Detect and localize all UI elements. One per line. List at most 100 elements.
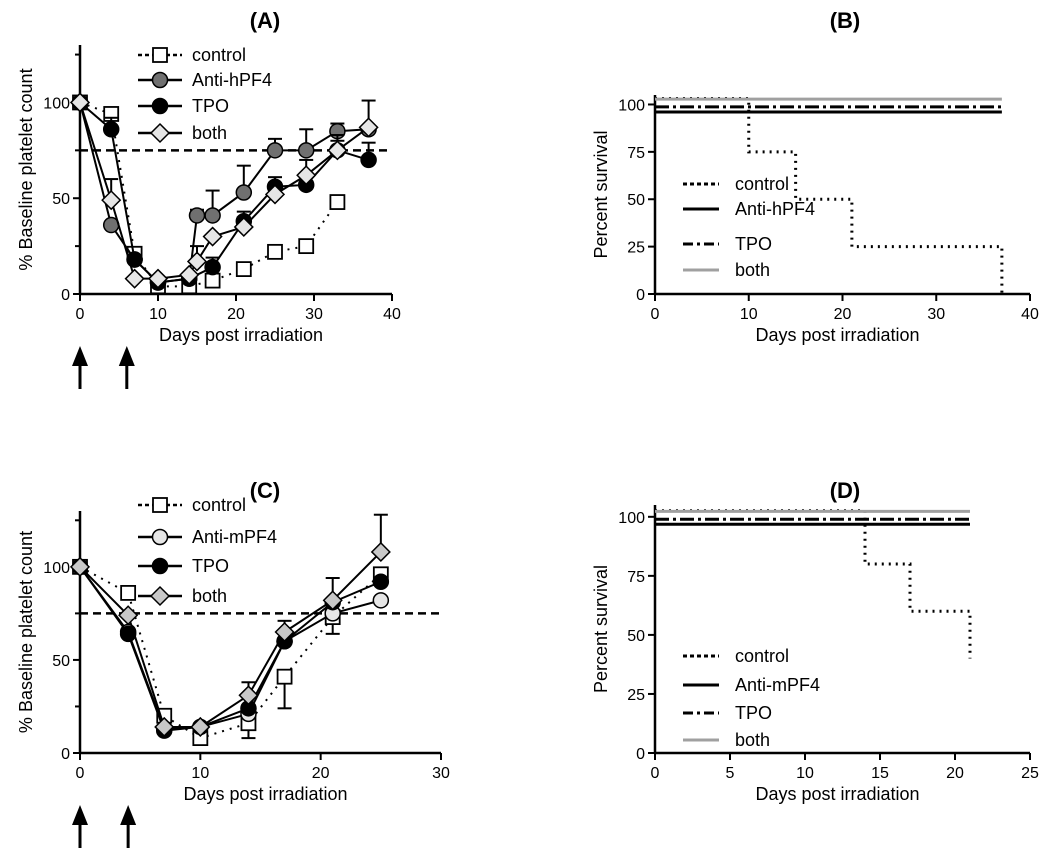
data-point-both [238, 685, 259, 706]
data-point-both [202, 226, 223, 247]
arrow-head-icon [72, 805, 88, 825]
legend-label: both [735, 260, 770, 280]
x-tick-label: 0 [76, 306, 85, 323]
data-point-both [190, 716, 211, 737]
survival-curve-control [655, 509, 972, 659]
x-tick-label: 10 [191, 765, 209, 782]
y-tick-label: 25 [627, 240, 645, 257]
y-tick-label: 0 [61, 746, 70, 763]
x-axis-label: Days post irradiation [755, 784, 919, 804]
data-point-both [327, 140, 348, 161]
x-axis-label: Days post irradiation [755, 325, 919, 345]
legend-label: TPO [192, 96, 229, 116]
data-point-control [204, 272, 221, 289]
legend-label: TPO [735, 234, 772, 254]
y-tick-label: 100 [618, 97, 645, 114]
x-tick-label: 30 [927, 306, 945, 323]
data-point-Anti-hPF4 [266, 142, 284, 159]
legend-label: Anti-hPF4 [735, 199, 815, 219]
data-point-control [276, 668, 293, 685]
y-tick-label: 25 [627, 687, 645, 704]
data-point-control [298, 238, 315, 255]
x-tick-label: 10 [740, 306, 758, 323]
data-point-TPO [204, 258, 221, 276]
series-line-TPO [79, 566, 382, 732]
data-point-TPO [102, 121, 120, 138]
y-tick-label: 50 [627, 628, 645, 645]
legend-label: Anti-mPF4 [192, 527, 277, 547]
y-tick-label: 100 [43, 560, 70, 577]
arrow-head-icon [120, 805, 137, 825]
y-tick-label: 0 [636, 287, 645, 304]
x-axis-label: Days post irradiation [159, 325, 323, 345]
data-point-both [274, 621, 295, 643]
data-point-both [296, 165, 317, 186]
series-line-both [79, 551, 382, 728]
data-point-Anti-hPF4 [188, 207, 206, 224]
x-tick-label: 20 [946, 765, 964, 782]
panel-title: (A) [250, 8, 281, 33]
data-point-both [101, 190, 122, 211]
arrow-head-icon [118, 346, 135, 366]
x-tick-label: 30 [305, 306, 323, 323]
data-point-Anti-hPF4 [204, 207, 221, 224]
y-tick-label: 0 [61, 287, 70, 304]
x-tick-label: 0 [651, 765, 660, 782]
data-point-both [147, 268, 169, 289]
data-point-Anti-hPF4 [235, 184, 253, 201]
data-point-both [358, 117, 379, 138]
legend-marker [152, 47, 168, 63]
y-axis-label: % Baseline platelet count [16, 531, 36, 733]
data-point-both [154, 716, 175, 737]
y-tick-label: 75 [627, 145, 645, 162]
data-point-both [186, 251, 208, 272]
legend-label: TPO [192, 556, 229, 576]
legend-marker [152, 497, 168, 513]
legend-label: control [192, 45, 246, 65]
arrow-head-icon [72, 346, 88, 366]
x-tick-label: 40 [383, 306, 401, 323]
panel-title: (C) [250, 478, 281, 503]
data-point-control [235, 261, 252, 278]
x-tick-label: 30 [432, 765, 450, 782]
data-point-control [329, 194, 346, 210]
x-tick-label: 20 [227, 306, 245, 323]
legend-marker [151, 528, 169, 546]
data-point-TPO [360, 151, 377, 169]
legend-marker [151, 97, 169, 115]
series-line-control [79, 101, 339, 288]
data-point-both [69, 556, 91, 577]
data-point-both [69, 92, 91, 113]
legend-label: control [735, 646, 789, 666]
legend-label: Anti-hPF4 [192, 70, 272, 90]
data-point-both [179, 264, 200, 285]
y-tick-label: 0 [636, 746, 645, 763]
data-point-Anti-mPF4 [372, 592, 390, 609]
legend-marker [151, 557, 169, 575]
legend-label: Anti-mPF4 [735, 675, 820, 695]
x-tick-label: 5 [726, 765, 735, 782]
x-tick-label: 15 [871, 765, 889, 782]
x-tick-label: 10 [149, 306, 167, 323]
x-tick-label: 0 [651, 306, 660, 323]
data-point-control [120, 585, 137, 601]
data-point-Anti-hPF4 [297, 142, 315, 159]
data-point-both [118, 605, 139, 626]
x-tick-label: 0 [76, 765, 85, 782]
legend-marker [151, 71, 169, 89]
x-tick-label: 25 [1021, 765, 1039, 782]
legend-label: both [735, 730, 770, 750]
data-point-TPO [372, 573, 390, 590]
y-tick-label: 50 [627, 192, 645, 209]
y-tick-label: 75 [627, 569, 645, 586]
y-axis-label: Percent survival [591, 565, 611, 693]
x-tick-label: 20 [834, 306, 852, 323]
y-axis-label: Percent survival [591, 130, 611, 258]
x-tick-label: 40 [1021, 306, 1039, 323]
data-point-TPO [119, 625, 137, 643]
data-point-both [370, 541, 391, 563]
y-tick-label: 50 [52, 191, 70, 208]
x-tick-label: 20 [312, 765, 330, 782]
